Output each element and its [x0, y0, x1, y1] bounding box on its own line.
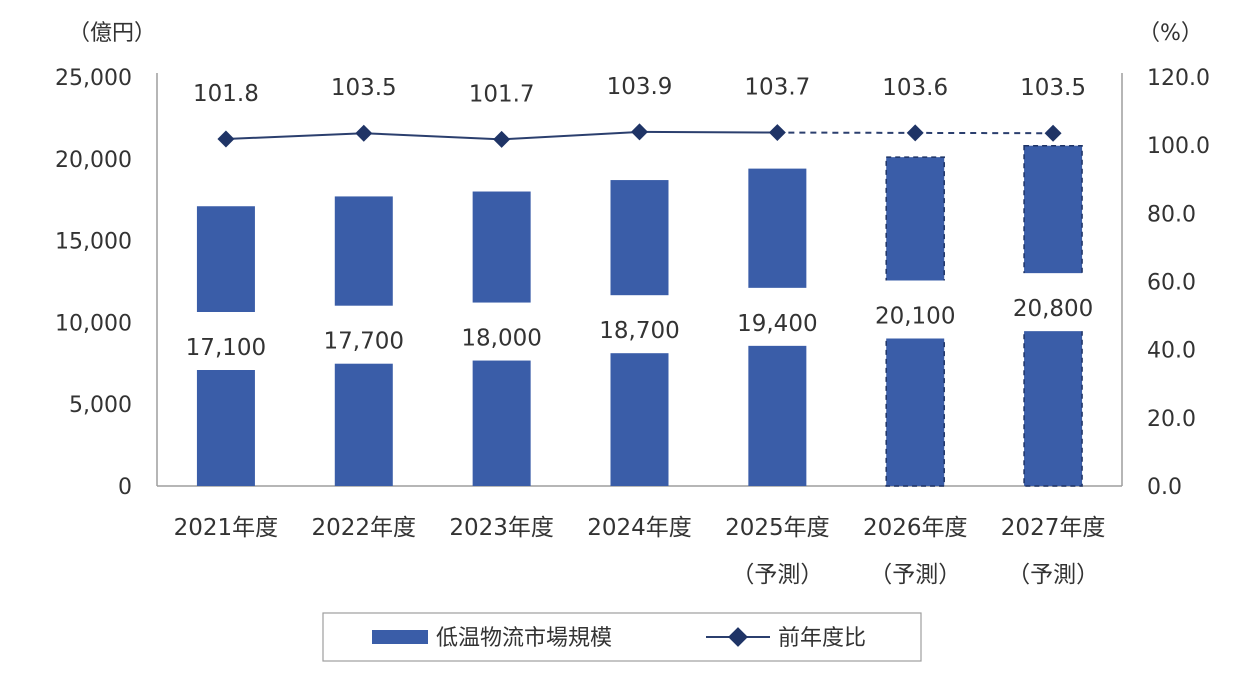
legend-bar-swatch [372, 630, 428, 644]
bar-label-gap [746, 287, 809, 346]
left-tick-label: 25,000 [55, 66, 132, 91]
category-sublabel: （予測） [1007, 562, 1099, 588]
bar-value-label: 18,700 [599, 318, 679, 344]
bar-label-gap [332, 305, 395, 364]
category-label: 2024年度 [587, 515, 692, 541]
category-label: 2022年度 [312, 515, 417, 541]
line-segment [363, 132, 502, 141]
legend: 低温物流市場規模 前年度比 [322, 612, 922, 662]
bar-label-gap [1022, 273, 1085, 332]
bar-label-gap [608, 295, 671, 354]
legend-line-label: 前年度比 [778, 626, 866, 651]
bar-label-gap [194, 312, 257, 370]
left-axis-unit: （億円） [68, 21, 156, 46]
line-marker [217, 130, 235, 148]
right-axis-ticks: 0.0 20.0 40.0 60.0 80.0 100.0 120.0 [1147, 66, 1210, 500]
right-tick-label: 120.0 [1147, 66, 1210, 91]
legend-bar-label: 低温物流市場規模 [436, 626, 612, 651]
right-tick-label: 80.0 [1147, 202, 1196, 227]
left-tick-label: 0 [118, 475, 132, 500]
line-marker [493, 130, 511, 148]
category-label: 2021年度 [174, 515, 279, 541]
category-sublabel: （予測） [869, 562, 961, 588]
legend-marker-icon [728, 627, 748, 647]
right-axis-unit: （%） [1138, 21, 1203, 46]
bar-value-label: 17,100 [186, 335, 266, 361]
line-segment [225, 132, 364, 141]
line-value-label: 103.9 [607, 74, 673, 100]
line-value-label: 103.7 [744, 75, 810, 101]
bar-value-label: 19,400 [737, 311, 817, 337]
line-marker [355, 124, 373, 142]
line-series [217, 123, 1062, 148]
line-marker [906, 124, 924, 142]
right-tick-label: 20.0 [1147, 407, 1196, 432]
left-tick-label: 20,000 [55, 148, 132, 173]
left-axis-ticks: 0 5,000 10,000 15,000 20,000 25,000 [55, 66, 132, 500]
bar-data-labels: 17,100 17,700 18,000 18,700 19,400 20,100 20,8… [186, 273, 1093, 370]
line-value-label: 103.5 [331, 75, 397, 101]
category-label: 2023年度 [449, 515, 554, 541]
line-data-labels: 101.8 103.5 101.7 103.9 103.7 103.6 103.5 [193, 74, 1086, 107]
bar-value-label: 18,000 [461, 326, 541, 352]
line-segment [501, 130, 640, 141]
right-tick-label: 100.0 [1147, 134, 1210, 159]
right-tick-label: 0.0 [1147, 475, 1182, 500]
line-value-label: 101.7 [469, 81, 535, 107]
line-marker [1044, 124, 1062, 142]
line-marker [768, 124, 786, 142]
line-value-label: 103.5 [1020, 75, 1086, 101]
category-label: 2026年度 [863, 515, 968, 541]
category-sublabel: （予測） [731, 562, 823, 588]
left-tick-label: 10,000 [55, 311, 132, 336]
right-tick-label: 40.0 [1147, 339, 1196, 364]
category-label: 2025年度 [725, 515, 830, 541]
line-marker [631, 123, 648, 141]
line-value-label: 103.6 [882, 75, 948, 101]
left-tick-label: 15,000 [55, 230, 132, 255]
bar-value-label: 20,100 [875, 304, 955, 330]
right-tick-label: 60.0 [1147, 271, 1196, 296]
bar-label-gap [470, 302, 533, 361]
bar-value-label: 17,700 [324, 329, 404, 355]
bar-label-gap [884, 280, 947, 339]
category-label: 2027年度 [1001, 515, 1106, 541]
category-labels: 2021年度 2022年度 2023年度 2024年度 2025年度 （予測） 2026年度… [174, 515, 1106, 588]
line-segment [639, 130, 778, 134]
line-value-label: 101.8 [193, 81, 259, 107]
bar-value-label: 20,800 [1013, 296, 1093, 322]
left-tick-label: 5,000 [69, 393, 132, 418]
